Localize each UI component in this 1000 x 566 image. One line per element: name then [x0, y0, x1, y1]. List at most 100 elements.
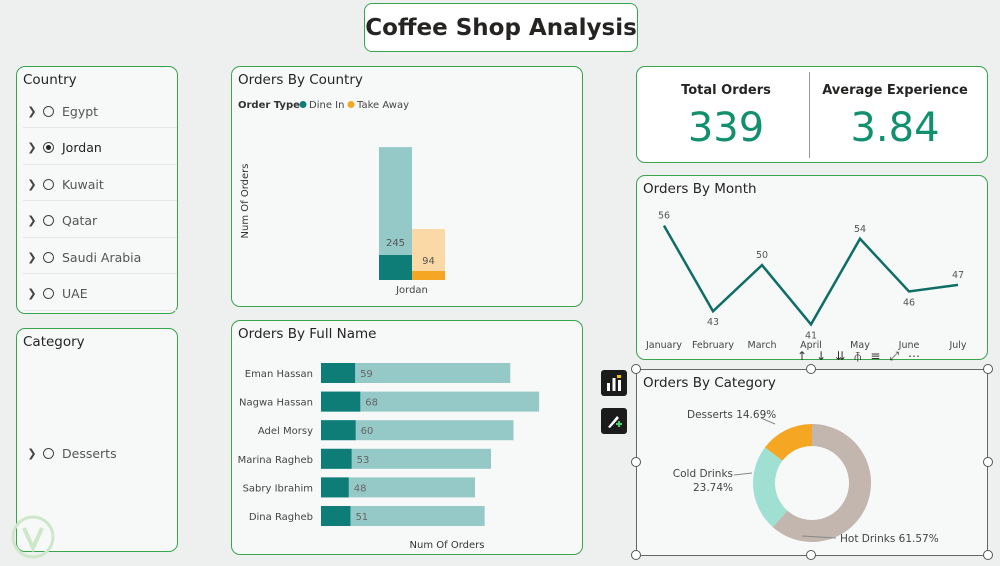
- radio-button[interactable]: [43, 178, 54, 190]
- resize-handle[interactable]: [631, 550, 641, 560]
- y-tick-label: Eman Hassan: [245, 369, 313, 380]
- data-label: 54: [854, 224, 866, 235]
- data-label-dine-in: 245: [386, 238, 405, 249]
- slicer-item-label: Saudi Arabia: [62, 249, 142, 265]
- resize-handle[interactable]: [983, 457, 993, 467]
- filter-icon[interactable]: ≡: [870, 349, 881, 363]
- slicer-item-label: Desserts: [62, 446, 117, 461]
- resize-handle[interactable]: [631, 457, 641, 467]
- orders-by-country-panel[interactable]: Orders By Country Order Type Dine In Take …: [231, 66, 583, 307]
- country-slicer-item-jordan[interactable]: ❯ Jordan: [23, 132, 177, 165]
- kpi-cards-panel: Total Orders 339 Average Experience 3.84: [636, 66, 988, 163]
- x-axis-label: Num Of Orders: [410, 540, 485, 551]
- drill-down-icon[interactable]: ↓: [816, 349, 827, 363]
- chevron-right-icon[interactable]: ❯: [27, 287, 37, 300]
- data-label: 51: [355, 512, 368, 523]
- data-label: 56: [658, 211, 670, 222]
- radio-button[interactable]: [43, 251, 54, 263]
- slice-hot-drinks: [772, 424, 871, 542]
- orders-by-month-panel[interactable]: Orders By Month 56 January 43 February 50 Mar…: [636, 175, 988, 360]
- bar-nagwa-hassan: [321, 391, 540, 412]
- data-label: 47: [952, 270, 964, 281]
- chevron-right-icon[interactable]: ❯: [27, 141, 37, 154]
- paintbrush-icon: [608, 416, 622, 428]
- bar-highlight: [321, 391, 361, 412]
- leader-line: [733, 472, 753, 476]
- radio-button[interactable]: [43, 288, 54, 299]
- bar-adel-morsy: [321, 420, 514, 441]
- country-slicer: Country ❯ Egypt ❯ Jordan ❯ Kuwait ❯ Qatar ❯ Saudi…: [16, 66, 178, 314]
- orders-by-category-chart: Hot Drinks 61.57% Cold Drinks 23.74% Desser…: [673, 409, 939, 545]
- x-tick-label: January: [645, 340, 682, 351]
- radio-button[interactable]: [43, 142, 54, 153]
- data-label: 59: [360, 369, 373, 380]
- resize-handle[interactable]: [806, 364, 816, 374]
- slicer-item-label: Qatar: [62, 213, 98, 228]
- legend-entry-dine-in: Dine In: [309, 100, 344, 111]
- category-slicer-item-desserts[interactable]: ❯ Desserts: [23, 437, 177, 470]
- data-label: 50: [756, 250, 768, 261]
- resize-handle[interactable]: [983, 364, 993, 374]
- average-experience-label: Average Experience: [822, 83, 968, 98]
- bar-marina-ragheb: [321, 448, 492, 469]
- country-slicer-item-egypt[interactable]: ❯ Egypt: [23, 95, 177, 128]
- bar-highlight: [321, 448, 352, 469]
- category-slicer: Category ❯ Desserts: [16, 328, 178, 552]
- bar-sabry-ibrahim: [321, 477, 475, 498]
- bar-highlight: [321, 477, 349, 498]
- expand-all-down-icon[interactable]: ⇊: [835, 349, 846, 363]
- data-label: 53: [357, 455, 370, 466]
- bar-highlight: [321, 506, 351, 526]
- radio-button[interactable]: [43, 215, 54, 226]
- more-options-icon[interactable]: ⋯: [908, 349, 920, 363]
- country-slicer-title: Country: [23, 72, 77, 88]
- format-visual-button[interactable]: [601, 408, 627, 434]
- chevron-right-icon[interactable]: ❯: [27, 447, 37, 460]
- drill-up-icon[interactable]: ↑: [797, 349, 808, 363]
- x-tick-label: March: [748, 340, 777, 351]
- leader-line: [801, 535, 837, 539]
- expand-hierarchy-icon[interactable]: ⫚: [854, 349, 862, 363]
- resize-handle[interactable]: [806, 550, 816, 560]
- orders-by-country-title: Orders By Country: [238, 72, 363, 88]
- bar-highlight: [321, 363, 356, 383]
- y-tick-label: Sabry Ibrahim: [243, 483, 313, 494]
- series-line: [662, 224, 959, 327]
- slice-label-cold-drinks-pct: 23.74%: [693, 482, 733, 494]
- resize-handle[interactable]: [631, 364, 641, 374]
- x-tick-label: February: [692, 340, 734, 351]
- slicer-item-label: Jordan: [62, 140, 102, 155]
- radio-button[interactable]: [43, 448, 54, 459]
- x-tick-label: April: [800, 340, 822, 351]
- y-tick-label: Nagwa Hassan: [239, 398, 313, 409]
- total-orders-label: Total Orders: [681, 83, 771, 98]
- country-slicer-item-qatar[interactable]: ❯ Qatar: [23, 205, 177, 238]
- data-label: 60: [361, 426, 374, 437]
- country-slicer-item-kuwait[interactable]: ❯ Kuwait: [23, 168, 177, 201]
- chevron-right-icon[interactable]: ❯: [27, 177, 37, 191]
- chevron-right-icon[interactable]: ❯: [27, 214, 37, 227]
- total-orders-value: 339: [687, 105, 765, 151]
- chevron-right-icon[interactable]: ❯: [27, 250, 37, 264]
- orders-by-category-title: Orders By Category: [643, 375, 776, 391]
- orders-by-country-chart: Order Type Dine In Take Away Num Of Orders 2…: [238, 100, 445, 296]
- resize-handle[interactable]: [983, 550, 993, 560]
- slicer-item-label: Kuwait: [62, 176, 104, 192]
- orders-by-name-title: Orders By Full Name: [238, 326, 377, 342]
- y-tick-label: Marina Ragheb: [238, 455, 313, 466]
- orders-by-category-panel[interactable]: Orders By Category Hot Drinks 61.57% Cold…: [636, 369, 988, 556]
- country-slicer-item-saudi-arabia[interactable]: ❯ Saudi Arabia: [23, 241, 177, 274]
- chevron-right-icon[interactable]: ❯: [27, 104, 37, 118]
- slice-cold-drinks: [753, 447, 788, 528]
- slice-desserts: [764, 424, 812, 461]
- slice-label-hot-drinks: Hot Drinks 61.57%: [840, 533, 939, 545]
- watermark-logo: [11, 515, 55, 559]
- focus-mode-icon[interactable]: ⤢: [889, 349, 899, 363]
- radio-button[interactable]: [43, 105, 54, 117]
- x-tick-label: May: [850, 340, 870, 351]
- country-slicer-item-uae[interactable]: ❯ UAE: [23, 278, 177, 311]
- orders-by-name-panel[interactable]: Orders By Full Name Eman Hassan 59 Nagwa H…: [231, 320, 583, 555]
- build-visual-button[interactable]: [601, 370, 627, 396]
- data-label: 48: [354, 483, 367, 494]
- orders-by-month-title: Orders By Month: [643, 181, 757, 197]
